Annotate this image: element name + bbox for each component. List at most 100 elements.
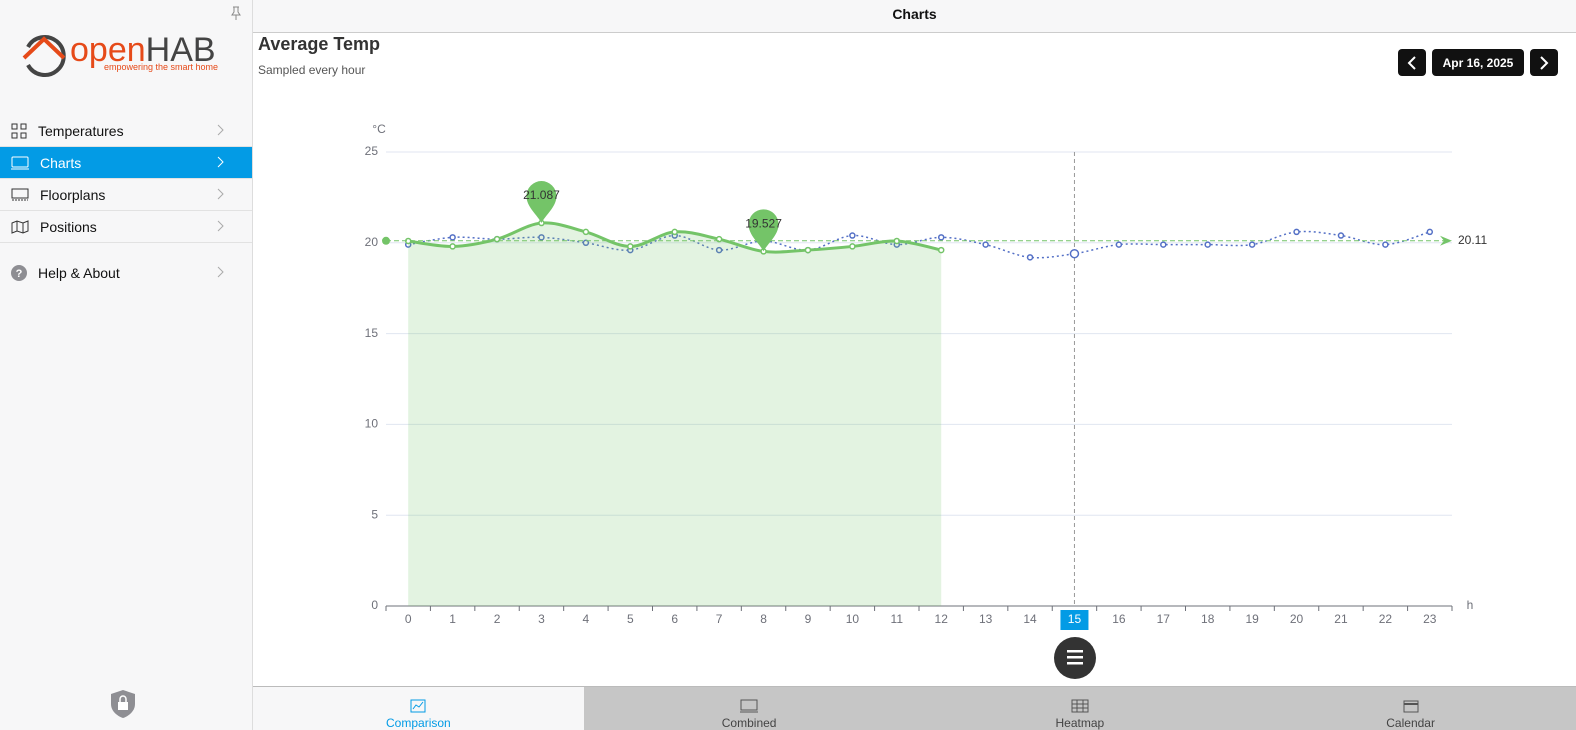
x-axis-label: h	[1467, 598, 1474, 612]
x-tick-label: 10	[846, 612, 860, 626]
menu-item[interactable]: Positions	[0, 211, 252, 243]
logo-prefix: open	[70, 31, 146, 69]
tab-label: Heatmap	[1055, 716, 1105, 730]
point	[582, 228, 590, 236]
menu-fab[interactable]	[1054, 637, 1096, 679]
x-tick-label: 21	[1334, 612, 1348, 626]
header: Charts	[253, 0, 1576, 33]
y-axis-label: °C	[372, 122, 386, 136]
chart-title: Average Temp	[258, 34, 381, 54]
help-label: Help & About	[38, 264, 120, 281]
point	[1115, 241, 1123, 248]
point	[1382, 241, 1389, 248]
mark-line-label: 20.11	[1458, 233, 1487, 247]
y-tick-label: 15	[365, 326, 379, 340]
point	[982, 241, 989, 248]
x-tick-label: 17	[1157, 612, 1171, 626]
point	[449, 234, 456, 241]
lock-icon[interactable]	[110, 689, 136, 719]
tab[interactable]: Heatmap	[914, 686, 1246, 730]
x-tick-label: 8	[760, 612, 767, 626]
chart-subtitle: Sampled every hour	[258, 63, 366, 77]
x-tick-label: 11	[891, 612, 904, 626]
pin-icon[interactable]	[229, 6, 243, 20]
x-tick-label: 9	[805, 612, 812, 626]
point	[1160, 241, 1167, 248]
x-tick-label: 14	[1023, 612, 1037, 626]
line	[408, 230, 1431, 259]
point	[1426, 228, 1434, 236]
x-tick-label: 6	[671, 612, 678, 626]
point	[849, 232, 856, 239]
x-tick-label: 5	[627, 612, 634, 626]
point	[937, 246, 945, 254]
menu-label: Positions	[40, 218, 97, 235]
point	[1026, 254, 1034, 261]
y-tick-label: 10	[365, 417, 379, 431]
x-tick-label: 18	[1201, 612, 1215, 626]
next-date[interactable]	[1530, 49, 1558, 76]
x-tick-label: 0	[405, 612, 412, 626]
mark-line-arrow	[1440, 235, 1452, 246]
point	[1248, 241, 1256, 248]
x-tick-label: 16	[1112, 612, 1126, 626]
tab[interactable]: Combined	[583, 686, 915, 730]
point	[582, 239, 590, 247]
date-button[interactable]: Apr 16, 2025	[1432, 49, 1524, 76]
x-tick-label: 1	[449, 612, 456, 626]
pin	[748, 209, 779, 252]
point	[538, 234, 545, 241]
point	[449, 243, 456, 250]
svg-text:openHAB: openHAB	[70, 31, 216, 69]
point	[937, 234, 945, 241]
logo: openHAB empowering the smart home	[22, 31, 218, 77]
header-title: Charts	[892, 6, 937, 22]
pin-label: 19.527	[745, 217, 782, 231]
area	[408, 222, 942, 606]
svg-text:?: ?	[16, 268, 23, 280]
logo-tagline: empowering the smart home	[104, 62, 218, 72]
point	[804, 246, 812, 254]
point	[627, 243, 634, 250]
x-tick-label: 23	[1423, 612, 1437, 626]
x-tick-label: 4	[583, 612, 590, 626]
point	[1293, 228, 1300, 236]
point	[1337, 232, 1345, 239]
prev-date[interactable]	[1398, 49, 1426, 76]
point	[671, 228, 678, 236]
y-tick-label: 20	[365, 235, 379, 249]
x-tick-label: 13	[979, 612, 993, 626]
tab-label: Combined	[721, 716, 777, 730]
fab-bar	[1067, 650, 1083, 653]
menu-label: Floorplans	[40, 186, 106, 203]
tab-label: Calendar	[1386, 716, 1435, 730]
point	[715, 246, 723, 254]
point	[1069, 248, 1080, 259]
menu-item[interactable]: Floorplans	[0, 179, 252, 211]
sidebar: openHAB empowering the smart home Temper…	[0, 0, 253, 730]
logo-suffix: HAB	[146, 31, 216, 69]
y-tick-label: 25	[365, 144, 379, 158]
menu-label: Charts	[40, 154, 82, 171]
tab-label: Comparison	[386, 716, 451, 730]
fab-bar	[1067, 656, 1083, 659]
x-tick-label: 7	[716, 612, 723, 626]
point	[1204, 241, 1211, 248]
date-label: Apr 16, 2025	[1442, 55, 1514, 70]
x-tick-label: 3	[538, 612, 545, 626]
y-tick-label: 0	[371, 598, 378, 612]
fab-bar	[1067, 662, 1083, 665]
tab[interactable]: Calendar	[1245, 686, 1576, 730]
x-tick-label: 22	[1379, 612, 1393, 626]
x-tick-label: 20	[1290, 612, 1304, 626]
pin-label: 21.087	[523, 188, 560, 202]
help-item[interactable]: ? Help & About	[0, 257, 252, 288]
y-tick-label: 5	[371, 507, 378, 521]
menu-item[interactable]: Charts	[0, 147, 252, 179]
x-tick-label: 12	[935, 612, 949, 626]
menu-item[interactable]: Temperatures	[0, 115, 252, 147]
tab[interactable]: Comparison	[253, 686, 584, 730]
crosshair-label-bg	[1060, 610, 1089, 630]
